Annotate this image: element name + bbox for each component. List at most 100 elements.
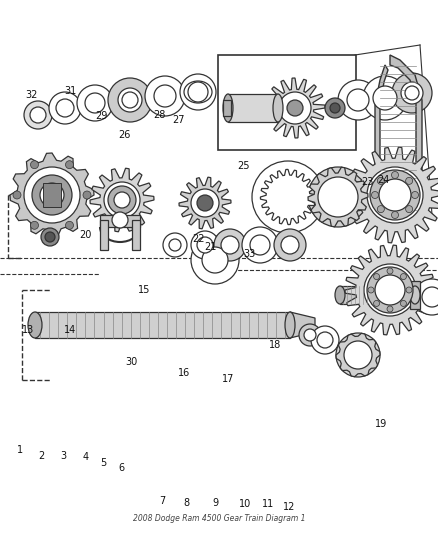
Circle shape (66, 221, 74, 229)
Polygon shape (43, 183, 61, 207)
Circle shape (336, 333, 380, 377)
Circle shape (317, 332, 333, 348)
Text: 24: 24 (378, 175, 390, 185)
Circle shape (274, 229, 306, 261)
Polygon shape (261, 169, 316, 224)
Circle shape (347, 89, 369, 111)
Text: 9: 9 (212, 498, 219, 508)
Bar (340, 286, 415, 304)
Circle shape (83, 191, 91, 199)
Circle shape (112, 212, 128, 228)
Circle shape (401, 82, 423, 104)
Circle shape (281, 236, 299, 254)
Text: 28: 28 (154, 110, 166, 120)
Circle shape (191, 189, 219, 217)
Circle shape (108, 186, 136, 214)
Circle shape (406, 287, 412, 293)
Circle shape (387, 306, 393, 312)
Circle shape (400, 273, 406, 280)
Circle shape (214, 229, 246, 261)
Circle shape (325, 98, 345, 118)
Text: 19: 19 (375, 419, 387, 429)
Text: 30: 30 (125, 358, 138, 367)
Text: 2: 2 (39, 451, 45, 461)
Bar (218, 55, 356, 150)
Circle shape (304, 329, 316, 341)
Text: 8: 8 (183, 498, 189, 508)
Circle shape (197, 237, 213, 253)
Circle shape (373, 86, 397, 110)
Text: 13: 13 (22, 326, 35, 335)
Circle shape (202, 247, 228, 273)
Ellipse shape (335, 286, 345, 304)
Circle shape (367, 167, 423, 223)
Circle shape (370, 170, 420, 220)
Circle shape (368, 287, 374, 293)
Circle shape (378, 177, 385, 184)
Circle shape (154, 85, 176, 107)
Polygon shape (179, 177, 231, 229)
Text: 1: 1 (17, 446, 23, 455)
Circle shape (387, 268, 393, 274)
Circle shape (56, 99, 74, 117)
Circle shape (163, 233, 187, 257)
Circle shape (145, 76, 185, 116)
Circle shape (45, 232, 55, 242)
Circle shape (24, 167, 80, 223)
Polygon shape (290, 312, 315, 338)
Circle shape (364, 264, 416, 316)
Circle shape (367, 267, 413, 313)
Text: 12: 12 (283, 503, 295, 512)
Text: 20: 20 (79, 230, 92, 239)
Bar (100, 220, 108, 250)
Circle shape (30, 107, 46, 123)
Polygon shape (265, 78, 325, 138)
Circle shape (49, 92, 81, 124)
Ellipse shape (28, 312, 42, 338)
Circle shape (118, 88, 142, 112)
Text: 22: 22 (193, 234, 205, 244)
Circle shape (221, 236, 239, 254)
Circle shape (392, 212, 399, 219)
Ellipse shape (223, 94, 233, 122)
Text: 4: 4 (82, 453, 88, 462)
Circle shape (191, 236, 239, 284)
Circle shape (392, 172, 399, 179)
Text: 23: 23 (362, 177, 374, 187)
Text: 6: 6 (119, 463, 125, 473)
Ellipse shape (285, 312, 295, 338)
Circle shape (85, 93, 105, 113)
Text: 16: 16 (178, 368, 190, 378)
Text: 5: 5 (100, 458, 106, 467)
Text: 29: 29 (95, 111, 108, 121)
Text: 31: 31 (64, 86, 76, 95)
Text: 10: 10 (239, 499, 251, 509)
Circle shape (180, 74, 216, 110)
Text: 7: 7 (159, 496, 165, 506)
Circle shape (169, 239, 181, 251)
Circle shape (330, 103, 340, 113)
Text: 21: 21 (204, 243, 216, 252)
Circle shape (378, 206, 385, 213)
Polygon shape (336, 333, 380, 377)
Text: 3: 3 (60, 451, 67, 461)
Circle shape (375, 275, 405, 305)
Circle shape (13, 191, 21, 199)
Circle shape (40, 183, 64, 207)
Polygon shape (90, 168, 154, 232)
Circle shape (250, 235, 270, 255)
Circle shape (108, 78, 152, 122)
Bar (132, 220, 140, 250)
Text: 17: 17 (222, 375, 234, 384)
Circle shape (191, 231, 219, 259)
Circle shape (308, 167, 368, 227)
Circle shape (41, 228, 59, 246)
Circle shape (66, 160, 74, 168)
Circle shape (406, 177, 413, 184)
Bar (35, 312, 290, 338)
Circle shape (344, 341, 372, 369)
Text: 2008 Dodge Ram 4500 Gear Train Diagram 1: 2008 Dodge Ram 4500 Gear Train Diagram 1 (133, 514, 305, 523)
Circle shape (122, 92, 138, 108)
Circle shape (379, 179, 411, 211)
Circle shape (242, 227, 278, 263)
